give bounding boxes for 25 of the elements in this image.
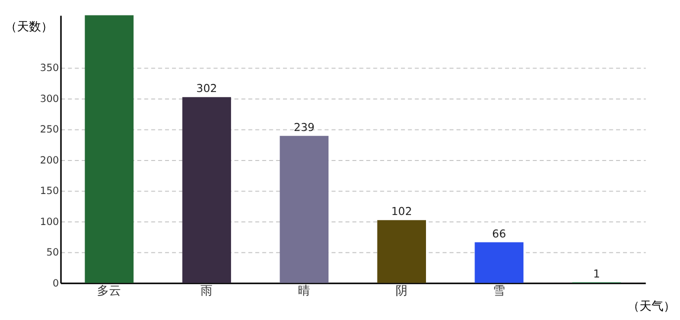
bar <box>474 242 524 283</box>
y-tick-label: 300 <box>40 94 59 105</box>
y-axis-title: （天数） <box>5 20 54 34</box>
x-tick-label: 晴 <box>298 283 310 298</box>
x-axis-title: （天气） <box>628 299 676 314</box>
x-tick-label: 雨 <box>200 283 213 298</box>
y-tick-label: 250 <box>40 124 59 136</box>
y-tick-label: 100 <box>40 216 59 228</box>
data-label: 239 <box>294 120 315 134</box>
y-tick-label: 200 <box>40 155 59 166</box>
bar <box>182 97 232 283</box>
x-tick-label: 雪 <box>493 283 506 298</box>
data-label: 66 <box>492 227 506 240</box>
data-label: 1 <box>593 267 600 280</box>
x-tick-label: 阴 <box>396 283 408 298</box>
bar <box>84 15 134 283</box>
y-tick-label: 350 <box>40 63 59 74</box>
y-tick-label: 0 <box>52 278 59 290</box>
data-label: 102 <box>391 205 412 218</box>
bar <box>280 136 329 283</box>
data-label: 302 <box>196 82 218 96</box>
y-tick-label: 150 <box>40 186 59 198</box>
bar <box>377 220 426 283</box>
x-tick-label: 多云 <box>97 283 122 298</box>
y-tick-label: 50 <box>46 248 59 259</box>
